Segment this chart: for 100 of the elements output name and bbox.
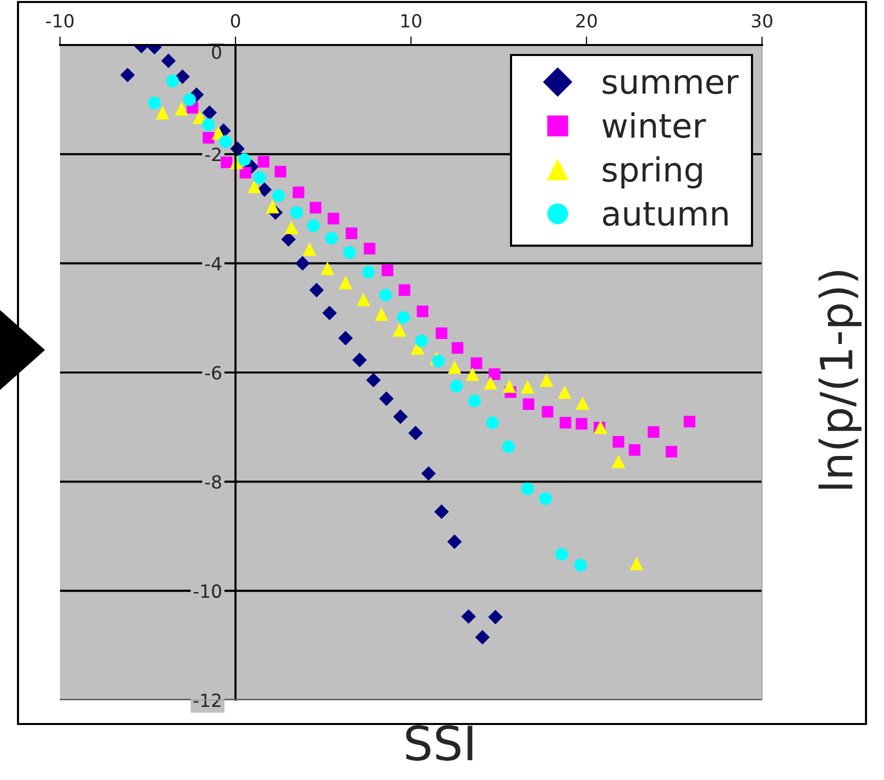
point: [502, 440, 515, 454]
point: [352, 352, 367, 368]
point: [338, 276, 352, 290]
point: [468, 394, 481, 408]
point: [202, 105, 217, 120]
y-tick-label: -4: [205, 257, 222, 270]
point: [338, 330, 353, 346]
x-tick-label: 20: [576, 14, 597, 28]
point: [434, 504, 449, 519]
point: [542, 406, 554, 418]
point: [258, 156, 270, 168]
point: [432, 354, 445, 368]
point: [266, 200, 280, 214]
point: [292, 186, 304, 198]
point: [576, 418, 588, 430]
point: [302, 242, 316, 256]
point: [281, 232, 296, 247]
point: [392, 323, 406, 337]
point: [539, 492, 552, 505]
point: [166, 74, 179, 88]
y-tick-label: -12: [194, 693, 220, 707]
point: [175, 69, 190, 84]
point: [148, 96, 161, 110]
point: [421, 466, 436, 481]
point: [379, 288, 392, 302]
point: [558, 385, 572, 399]
point: [295, 256, 310, 271]
point: [628, 444, 640, 456]
point: [238, 153, 251, 166]
point: [450, 380, 463, 393]
legend-label: summer: [602, 74, 739, 94]
point: [393, 409, 408, 424]
y-tick-label: -6: [205, 366, 222, 380]
x-axis-title: SSI: [406, 725, 472, 761]
point: [416, 306, 428, 318]
point: [307, 219, 320, 232]
point: [325, 232, 338, 245]
point: [183, 93, 196, 106]
point: [447, 534, 462, 549]
point: [202, 118, 215, 132]
point: [343, 246, 356, 259]
point: [448, 360, 462, 374]
point: [310, 202, 322, 214]
point: [328, 212, 340, 224]
legend-label: autumn: [603, 202, 728, 226]
point: [120, 68, 135, 82]
x-tick-label: 30: [752, 14, 772, 28]
point: [436, 327, 448, 340]
point: [461, 609, 476, 624]
point: [612, 454, 626, 468]
point: [364, 242, 376, 254]
point: [520, 380, 534, 394]
point: [322, 306, 337, 320]
point: [648, 426, 660, 438]
point: [219, 135, 232, 148]
y-axis-title: ln(p/(1-p)): [818, 271, 862, 489]
point: [488, 610, 503, 624]
legend-label: winter: [602, 112, 706, 138]
point: [540, 373, 554, 387]
point: [408, 426, 423, 440]
point: [397, 310, 410, 324]
point: [320, 261, 334, 276]
point: [488, 368, 500, 380]
point: [374, 307, 388, 321]
point: [522, 398, 534, 410]
point: [555, 548, 568, 561]
legend-label: spring: [602, 156, 702, 188]
point: [470, 357, 482, 370]
point: [346, 228, 358, 240]
point: [240, 166, 252, 179]
x-tick-label: -10: [46, 14, 74, 28]
point: [174, 102, 188, 116]
point: [290, 206, 303, 219]
point: [379, 391, 394, 406]
point: [220, 156, 232, 168]
point: [356, 292, 370, 306]
point: [466, 367, 480, 381]
point: [274, 166, 286, 178]
point: [257, 182, 272, 197]
point: [272, 189, 285, 202]
y-tick-label: 0: [212, 45, 222, 59]
point: [366, 372, 381, 388]
point: [484, 376, 498, 390]
y-tick-label: -10: [194, 584, 222, 598]
point: [560, 416, 572, 429]
point: [382, 264, 394, 276]
point: [502, 379, 516, 393]
point: [475, 630, 490, 645]
point: [284, 220, 298, 234]
point: [253, 171, 266, 184]
point: [574, 558, 587, 572]
point: [309, 282, 324, 298]
point: [415, 334, 428, 348]
y-tick-label: -8: [205, 475, 222, 489]
point: [576, 396, 590, 410]
point: [156, 106, 170, 120]
point: [684, 416, 696, 428]
y-tick-label: -2: [205, 148, 220, 162]
x-tick-label: 10: [401, 14, 422, 28]
point: [612, 436, 624, 448]
